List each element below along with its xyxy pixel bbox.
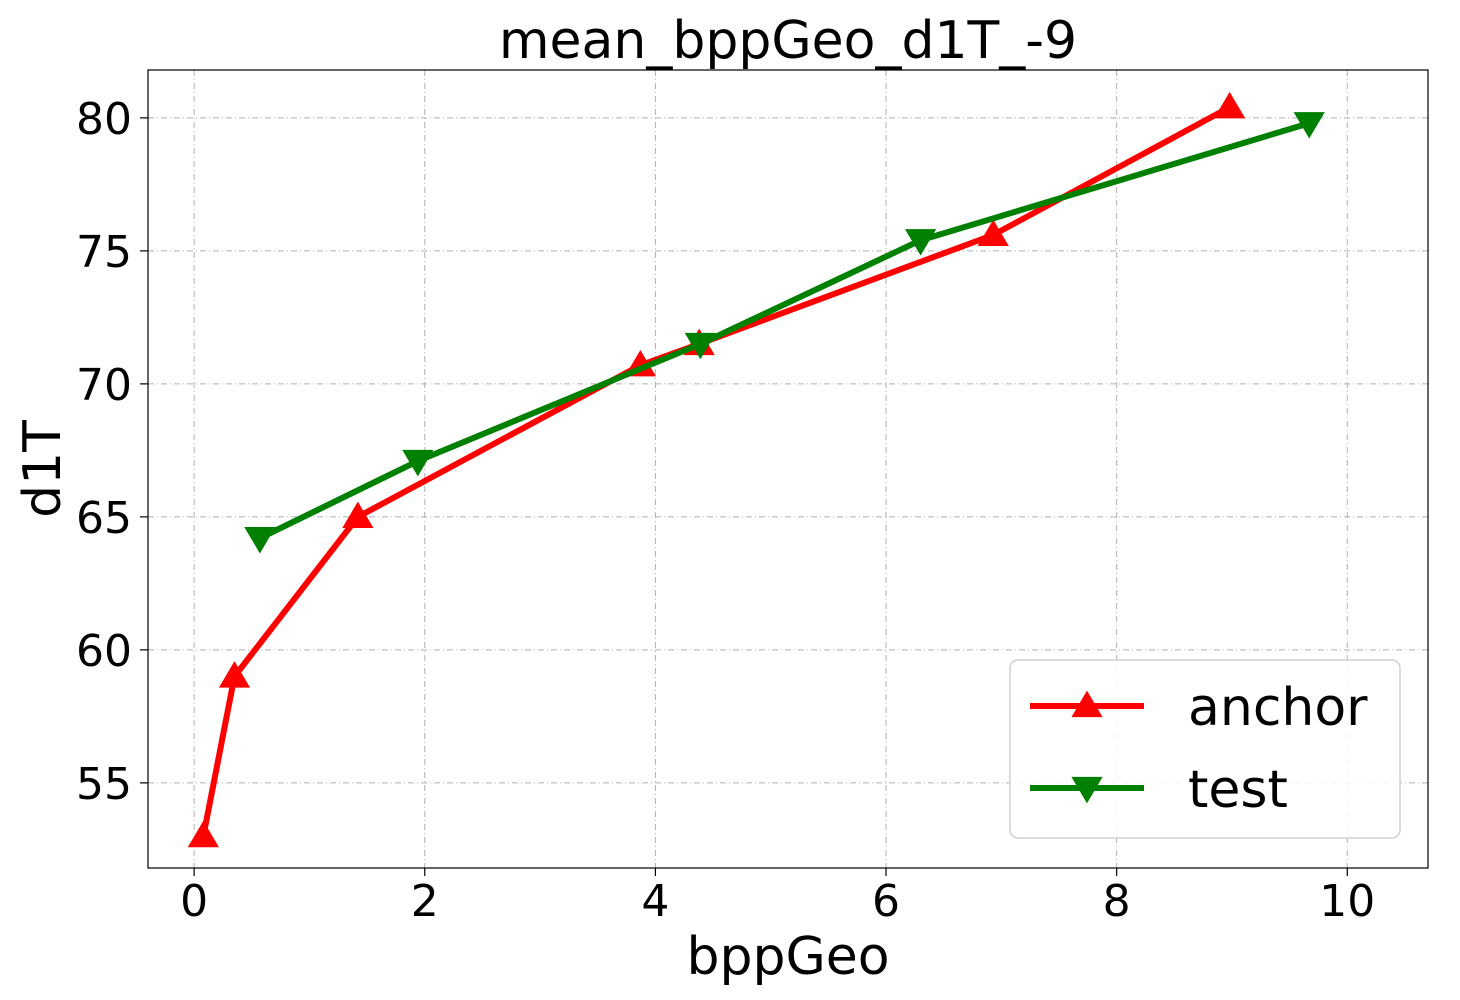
y-tick-label: 75 [76,227,132,278]
series-line-test [258,120,1311,541]
tick-labels: 0 2 4 6 8 10 55 60 65 70 75 80 [76,94,1375,927]
x-tick-label: 8 [1103,876,1131,927]
data-point-anchor [1214,91,1246,119]
plot-frame [147,69,1429,869]
data-point-test [244,527,276,554]
y-tick-label: 55 [76,759,132,810]
x-tick-label: 4 [641,876,669,927]
y-tick-label: 70 [76,360,132,411]
chart-title: mean_bppGeo_d1T_-9 [499,11,1077,71]
y-tick-label: 80 [76,94,132,145]
data-point-anchor [218,661,251,688]
x-tick-label: 10 [1319,876,1375,927]
legend-label: anchor [1188,678,1368,738]
x-axis-label: bppGeo [686,927,889,987]
data-point-test [1293,112,1325,139]
legend-marker [1071,776,1103,804]
y-tick-label: 60 [76,626,132,677]
data-point-anchor [977,219,1009,247]
x-tick-label: 6 [872,876,900,927]
y-tick-label: 65 [76,493,132,544]
data-point-anchor [187,820,219,848]
legend-item-test: test [1030,760,1288,820]
data-point-test [905,229,937,256]
series-layer [187,91,1325,848]
x-tick-label: 2 [411,876,439,927]
data-point-test [684,332,716,360]
series-test [244,112,1325,554]
data-point-anchor [342,501,374,528]
legend-label: test [1188,760,1288,820]
x-tick-label: 0 [180,876,208,927]
data-point-test [402,449,434,477]
legend-marker [1071,690,1103,718]
y-axis-label: d1T [13,420,73,518]
gridlines [148,70,1428,868]
legend-item-anchor: anchor [1030,678,1368,738]
legend: anchor test [1009,659,1401,839]
